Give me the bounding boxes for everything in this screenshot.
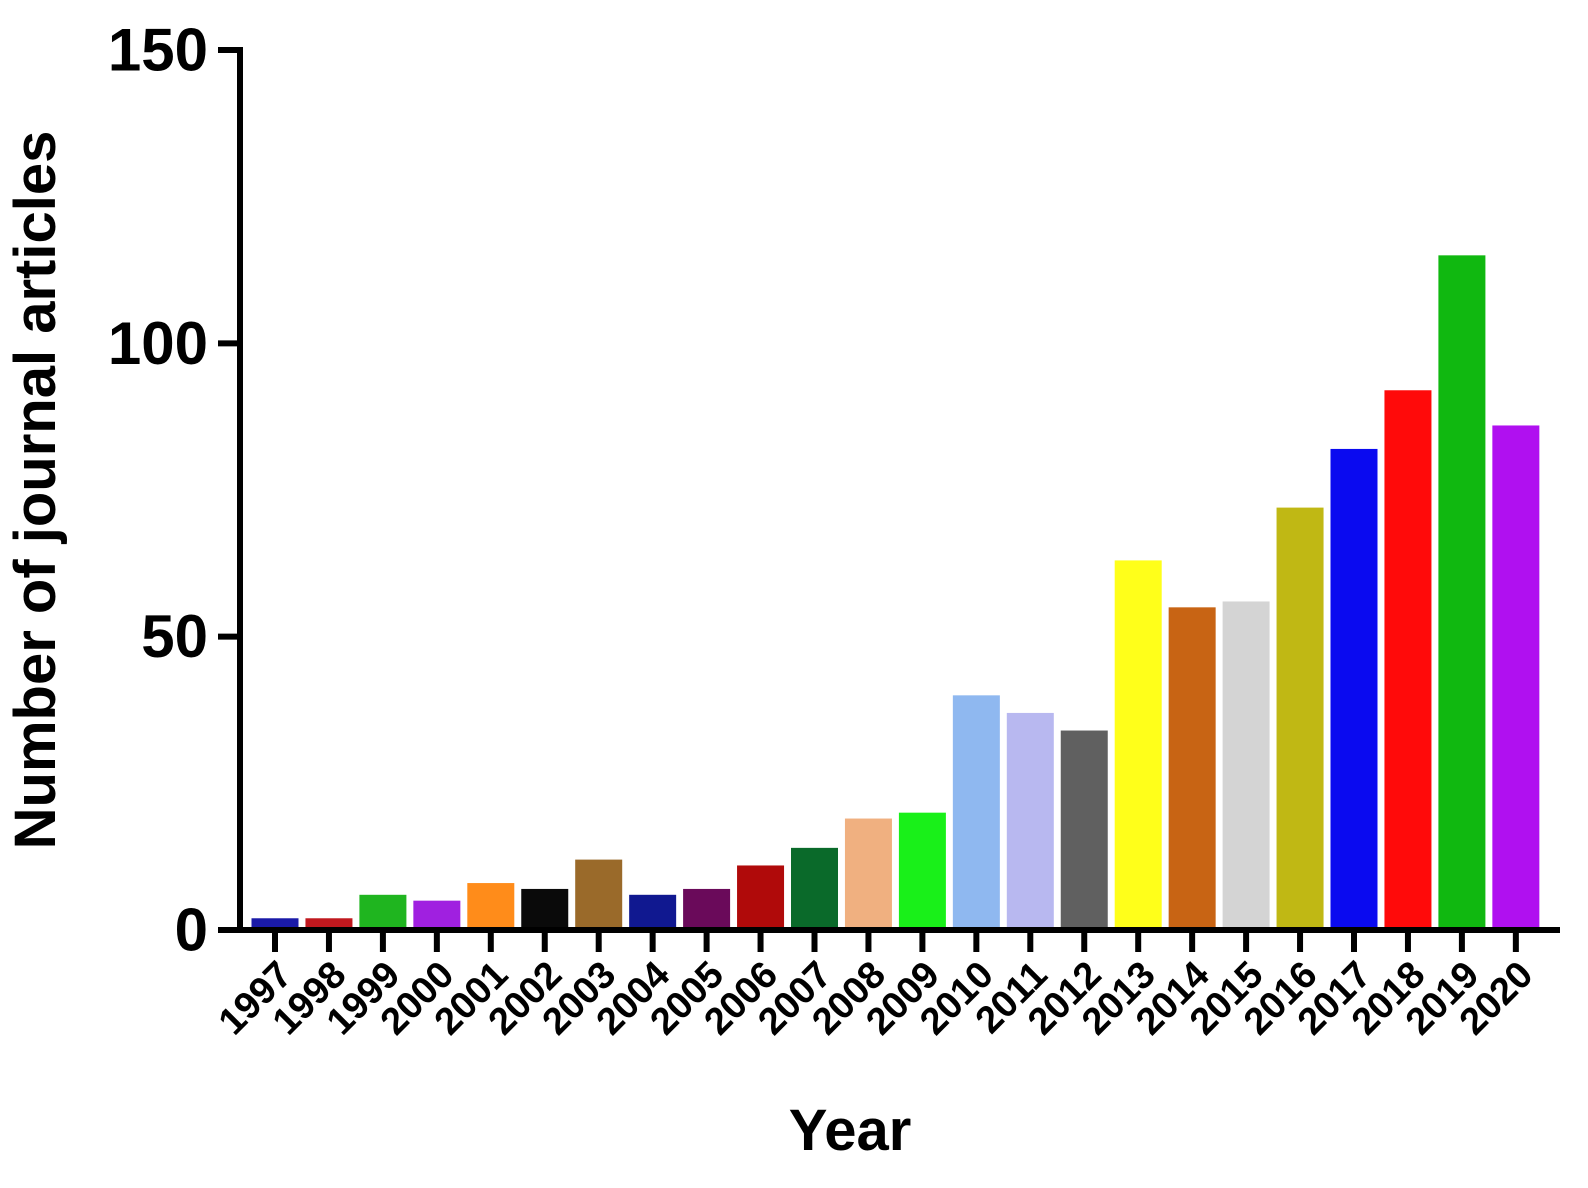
bar-2000 bbox=[413, 900, 461, 930]
y-tick-label: 100 bbox=[108, 310, 208, 377]
bars-group bbox=[251, 255, 1540, 931]
bar-2007 bbox=[791, 847, 838, 930]
bar-1997 bbox=[251, 918, 299, 930]
bar-2016 bbox=[1276, 507, 1324, 930]
bar-2010 bbox=[952, 695, 1000, 930]
bar-2013 bbox=[1114, 560, 1162, 930]
bar-2005 bbox=[683, 888, 731, 930]
y-tick-label: 0 bbox=[175, 897, 208, 964]
bar-2002 bbox=[521, 888, 569, 930]
y-axis-title: Number of journal articles bbox=[3, 131, 68, 850]
bar-2003 bbox=[575, 859, 623, 930]
bar-2006 bbox=[737, 865, 785, 930]
bar-1999 bbox=[359, 894, 407, 930]
bar-2019 bbox=[1438, 255, 1486, 931]
bar-2004 bbox=[629, 894, 677, 930]
bar-2008 bbox=[844, 818, 892, 930]
bar-2017 bbox=[1330, 448, 1378, 930]
y-ticks-group: 0 50 100 150 bbox=[108, 17, 240, 964]
bar-2014 bbox=[1168, 607, 1216, 930]
x-ticks-group: 1997199819992000200120022003200420052006… bbox=[211, 930, 1541, 1043]
bar-2018 bbox=[1384, 390, 1432, 930]
bar-2001 bbox=[467, 883, 515, 930]
y-tick-label: 50 bbox=[141, 603, 208, 670]
bar-2020 bbox=[1492, 425, 1540, 930]
bar-2015 bbox=[1222, 601, 1270, 930]
bar-2009 bbox=[898, 812, 946, 930]
bar-1998 bbox=[305, 918, 353, 930]
bar-2011 bbox=[1006, 712, 1054, 930]
y-tick-label: 150 bbox=[108, 17, 208, 84]
bar-2012 bbox=[1060, 730, 1108, 930]
x-axis-title: Year bbox=[789, 1098, 912, 1163]
